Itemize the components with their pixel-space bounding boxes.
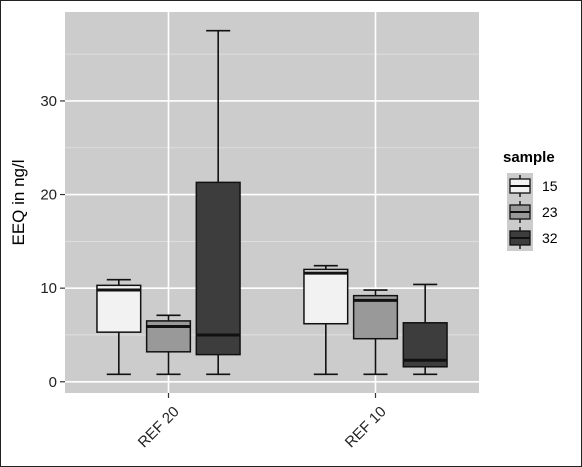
x-axis: REF 20 REF 10 [135,393,390,451]
legend-item-32: 32 [509,227,558,249]
legend-item-23: 23 [509,201,558,223]
legend-label: 32 [542,230,558,246]
box-body [96,284,142,333]
box-15-ref-10 [303,264,349,376]
box-23-ref-20 [145,314,192,376]
y-axis-title: EEQ in ng/l [9,160,28,246]
grid-minor [65,53,479,336]
boxes [96,29,448,376]
box-body [303,268,349,325]
x-tick-label: REF 10 [342,403,390,451]
legend-title: sample [503,149,555,166]
legend-items: 15 23 32 [509,175,558,249]
y-axis: 0 10 20 30 [40,93,65,391]
legend-item-15: 15 [509,175,558,197]
box-32-ref-10 [402,283,448,376]
legend-label: 15 [542,178,558,194]
y-tick-label: 0 [49,374,57,391]
box-23-ref-10 [352,289,399,376]
box-body [352,294,399,340]
box-15-ref-20 [96,278,142,376]
y-tick-label: 10 [40,280,57,297]
legend-label: 23 [542,204,558,220]
box-32-ref-20 [195,29,241,376]
x-tick-label: REF 20 [135,403,183,451]
box-body [195,181,241,356]
y-tick-label: 30 [40,93,57,110]
y-tick-label: 20 [40,187,57,204]
legend: sample 15 23 32 [503,149,558,251]
